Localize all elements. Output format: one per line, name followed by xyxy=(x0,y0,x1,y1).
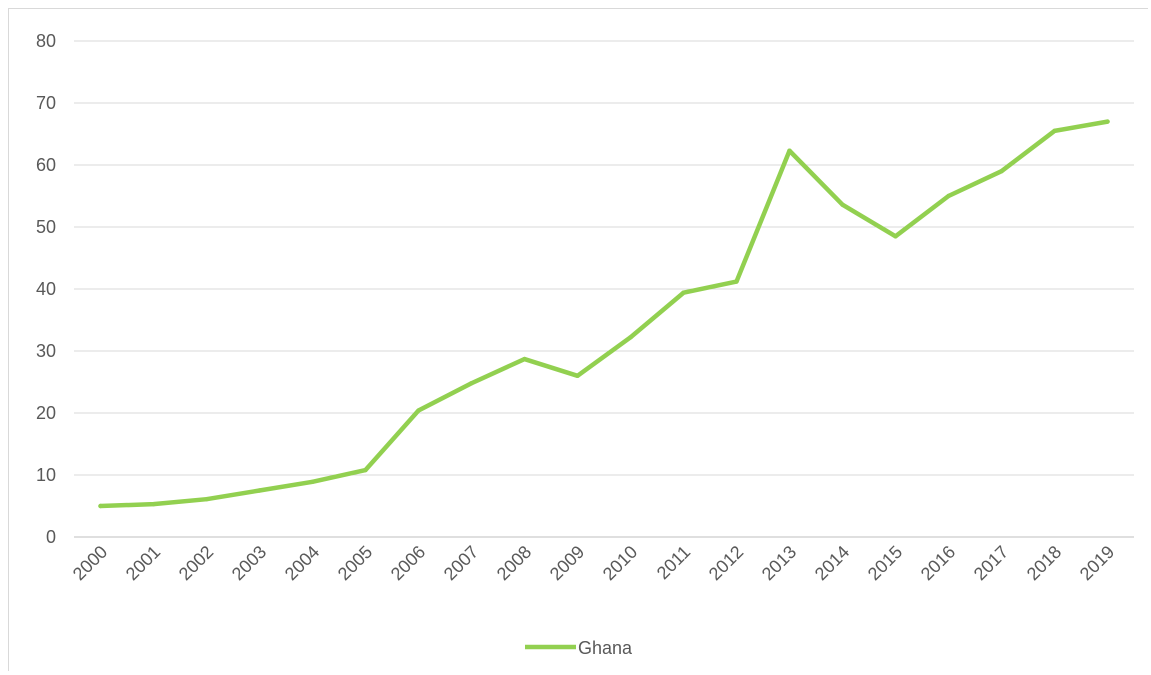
y-tick-label-10: 10 xyxy=(36,465,56,485)
data-point-2005 xyxy=(363,467,368,473)
data-point-2000 xyxy=(98,503,103,509)
data-point-2018 xyxy=(1052,128,1057,134)
x-tick-label-2001: 2001 xyxy=(122,542,164,584)
x-tick-label-2016: 2016 xyxy=(917,542,959,584)
x-tick-label-2009: 2009 xyxy=(546,542,588,584)
legend: Ghana xyxy=(525,638,633,658)
y-tick-label-80: 80 xyxy=(36,31,56,51)
x-tick-label-2010: 2010 xyxy=(599,542,641,584)
x-axis-tick-labels: 2000 2001 2002 2003 2004 2005 2006 2007 2008 2009… xyxy=(69,542,1118,584)
x-tick-label-2006: 2006 xyxy=(387,542,429,584)
x-tick-label-2012: 2012 xyxy=(705,542,747,584)
y-tick-label-50: 50 xyxy=(36,217,56,237)
data-point-2016 xyxy=(946,193,951,199)
x-tick-label-2018: 2018 xyxy=(1023,542,1065,584)
data-point-2013 xyxy=(787,148,792,153)
x-tick-label-2015: 2015 xyxy=(864,542,906,584)
y-tick-label-20: 20 xyxy=(36,403,56,423)
y-tick-label-30: 30 xyxy=(36,341,56,361)
data-point-2001 xyxy=(151,501,156,507)
chart-frame xyxy=(8,8,1148,671)
legend-label-ghana: Ghana xyxy=(578,638,633,658)
data-point-2019 xyxy=(1105,119,1110,124)
data-point-2014 xyxy=(840,202,845,207)
x-tick-label-2013: 2013 xyxy=(758,542,800,584)
y-tick-label-0: 0 xyxy=(46,527,56,547)
series-group xyxy=(98,119,1110,509)
data-point-2015 xyxy=(893,234,898,239)
x-tick-label-2004: 2004 xyxy=(281,542,323,584)
x-tick-label-2017: 2017 xyxy=(970,542,1012,584)
x-tick-label-2019: 2019 xyxy=(1076,542,1118,584)
data-point-2003 xyxy=(257,488,262,493)
x-tick-label-2007: 2007 xyxy=(440,542,482,584)
x-tick-label-2003: 2003 xyxy=(228,542,270,584)
data-point-2017 xyxy=(999,169,1004,174)
data-point-2010 xyxy=(628,335,633,340)
x-tick-label-2011: 2011 xyxy=(653,542,695,584)
y-tick-label-60: 60 xyxy=(36,155,56,175)
data-point-2006 xyxy=(416,408,421,413)
y-tick-label-40: 40 xyxy=(36,279,56,299)
y-axis-tick-labels: 0 10 20 30 40 50 60 70 80 xyxy=(36,31,56,547)
data-point-2007 xyxy=(469,381,474,386)
gridlines xyxy=(74,40,1134,538)
series-line-ghana xyxy=(98,119,1110,509)
x-tick-label-2008: 2008 xyxy=(493,542,535,584)
data-point-2009 xyxy=(575,373,580,378)
data-point-2002 xyxy=(204,496,209,502)
x-tick-label-2000: 2000 xyxy=(69,542,111,584)
x-tick-label-2014: 2014 xyxy=(811,542,853,584)
data-point-2004 xyxy=(310,479,315,485)
x-tick-label-2002: 2002 xyxy=(175,542,217,584)
data-point-2012 xyxy=(734,279,739,284)
y-tick-label-70: 70 xyxy=(36,93,56,113)
data-point-2008 xyxy=(522,356,527,362)
data-point-2011 xyxy=(681,290,686,295)
x-tick-label-2005: 2005 xyxy=(334,542,376,584)
